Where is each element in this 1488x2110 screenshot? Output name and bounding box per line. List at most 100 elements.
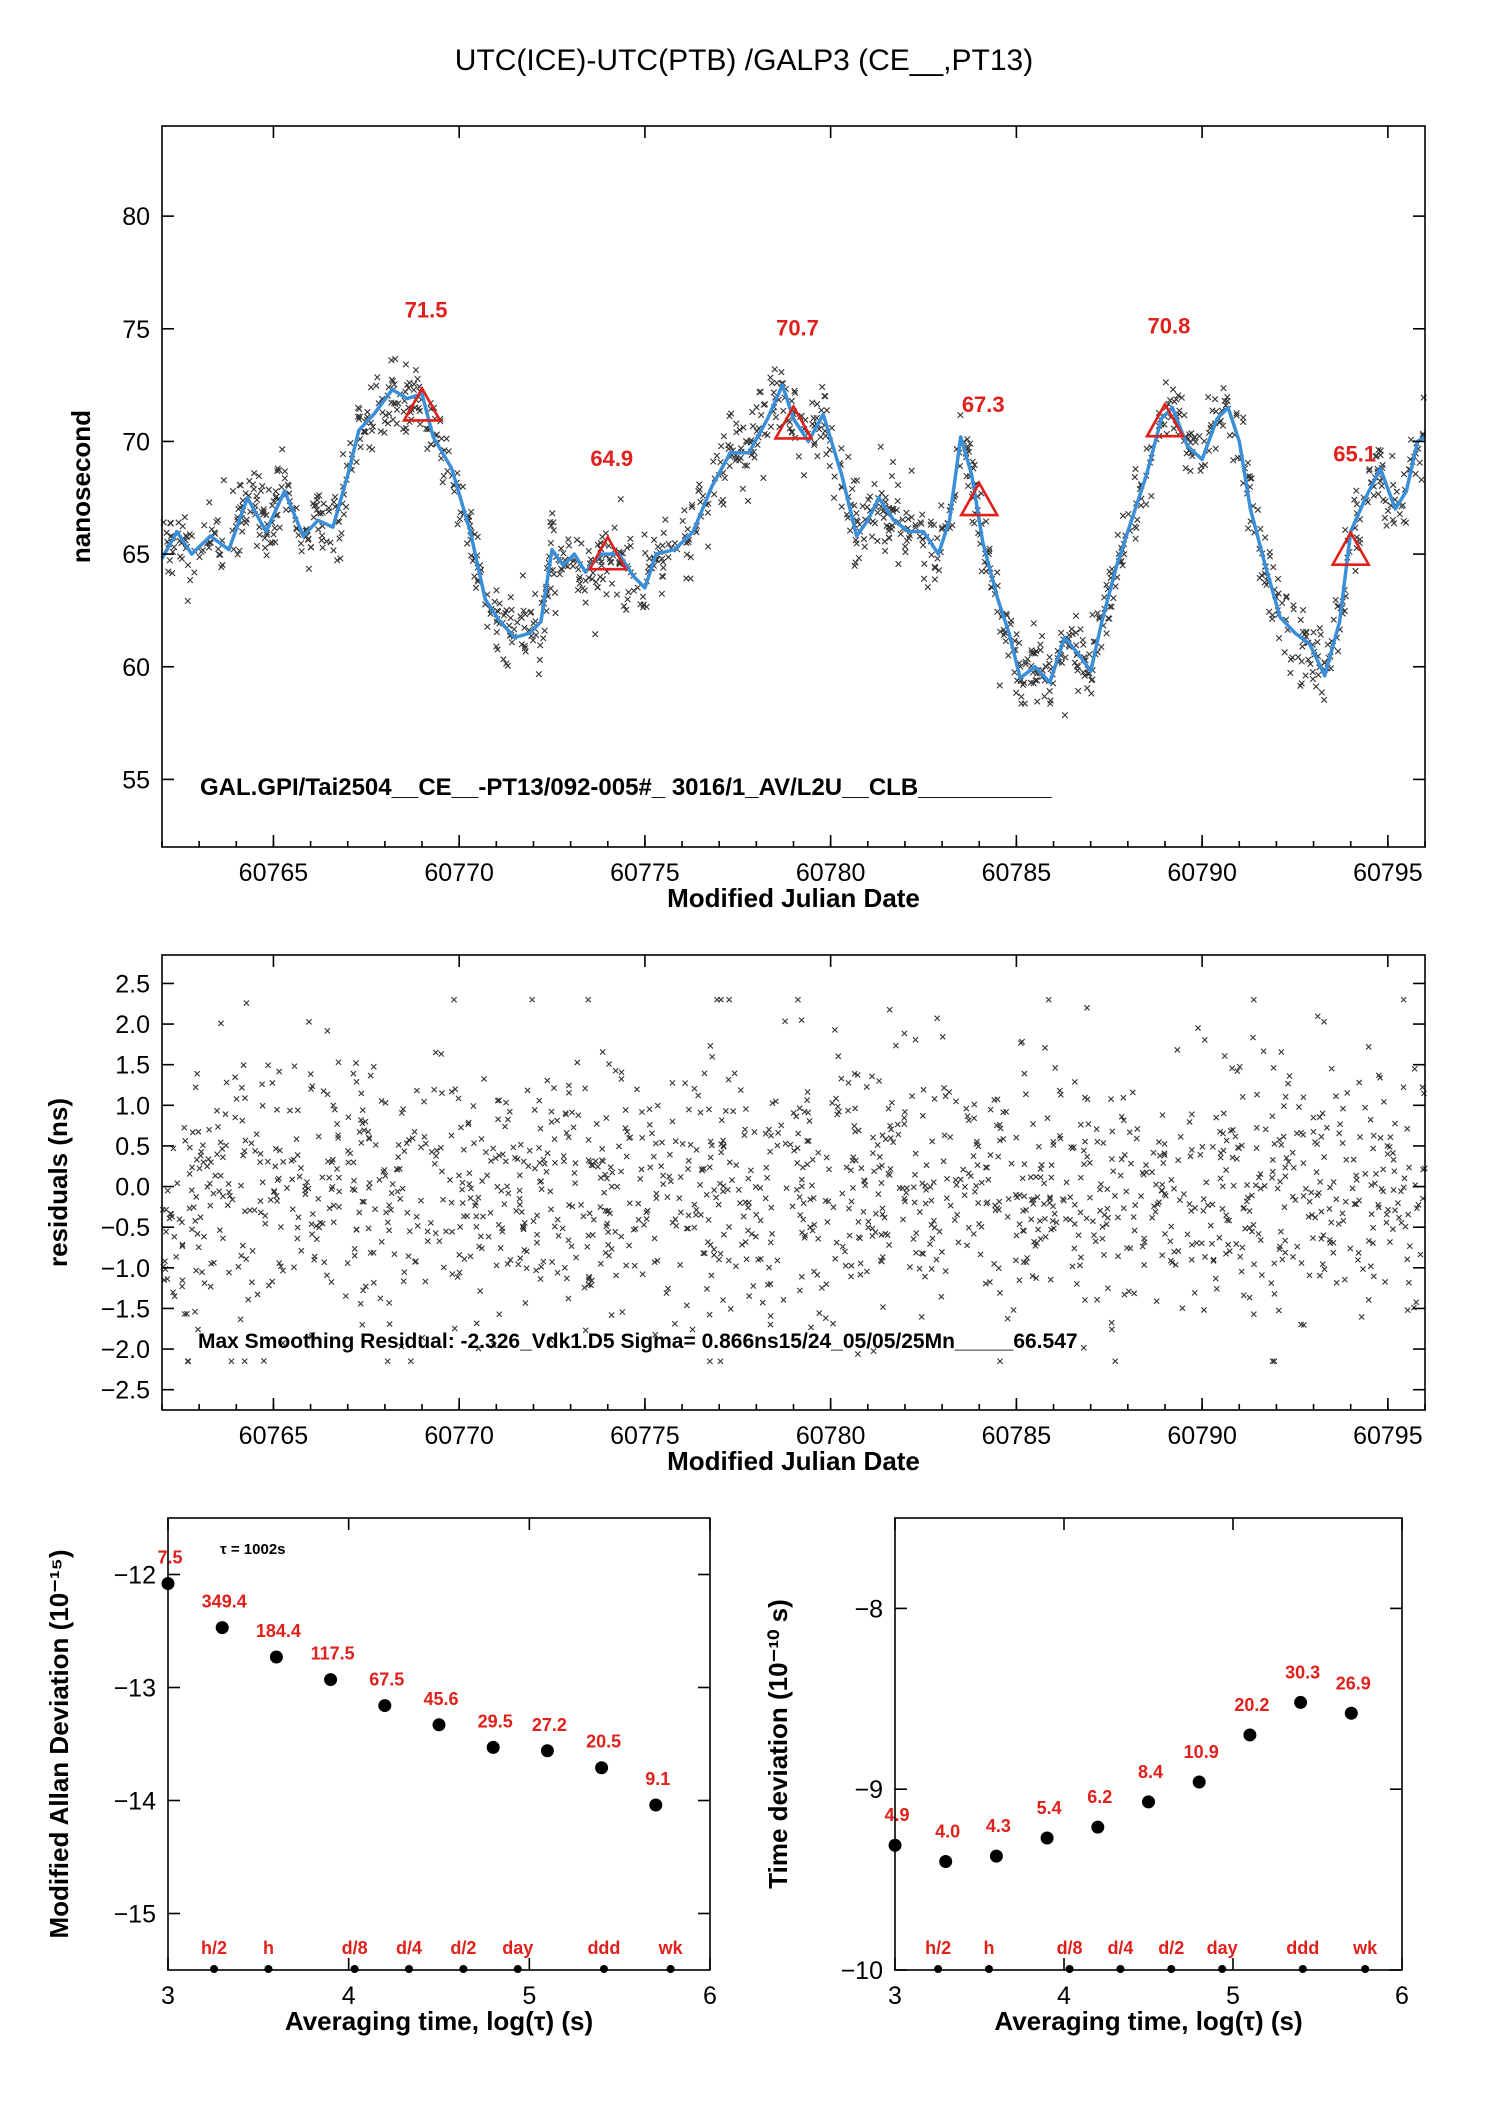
data-point — [703, 1191, 710, 1198]
data-point — [550, 519, 557, 526]
data-point — [438, 1051, 445, 1058]
data-point — [1290, 1253, 1297, 1260]
data-point — [409, 1135, 416, 1142]
data-point — [365, 1225, 372, 1232]
data-point — [373, 382, 380, 389]
data-point — [313, 1236, 320, 1243]
data-point — [833, 1095, 840, 1102]
data-point — [969, 518, 976, 525]
data-point — [457, 1124, 464, 1131]
data-point — [878, 1179, 885, 1186]
data-point — [1201, 461, 1209, 469]
data-point — [350, 1159, 357, 1166]
data-point — [798, 1176, 805, 1183]
data-point — [550, 1085, 557, 1092]
data-point — [448, 1088, 455, 1095]
deviation-point — [378, 1699, 392, 1713]
data-point — [1271, 1290, 1278, 1297]
data-point — [831, 473, 838, 480]
data-point — [163, 1206, 170, 1213]
data-point — [1370, 1224, 1377, 1231]
data-point — [1283, 1154, 1290, 1161]
data-point — [1236, 1063, 1243, 1070]
y-tick-label: 2.0 — [115, 1011, 150, 1039]
data-point — [1189, 1241, 1195, 1248]
data-point — [995, 1153, 1002, 1160]
data-point — [317, 510, 324, 517]
data-point — [384, 420, 392, 427]
data-point — [1372, 1180, 1378, 1187]
data-point — [1045, 996, 1052, 1003]
data-point — [838, 503, 845, 510]
data-point — [643, 603, 650, 611]
data-point — [978, 568, 985, 575]
data-point — [1369, 1240, 1376, 1247]
data-point — [370, 1279, 377, 1286]
data-point — [522, 1300, 529, 1306]
period-marker-label: d/4 — [396, 1938, 422, 1958]
data-point — [1040, 1201, 1047, 1208]
data-point — [1168, 1223, 1175, 1230]
data-point — [271, 524, 278, 532]
data-point — [708, 1272, 715, 1279]
data-point — [641, 531, 648, 538]
y-tick-label: −12 — [114, 1562, 156, 1590]
data-point — [1071, 1078, 1078, 1085]
data-point — [679, 517, 686, 525]
data-point — [1081, 1161, 1088, 1168]
data-point — [323, 538, 330, 545]
data-point — [532, 631, 540, 639]
data-point — [1030, 620, 1038, 627]
data-point — [1253, 1145, 1260, 1152]
residual-points — [159, 996, 1428, 1365]
data-point — [495, 1116, 502, 1123]
main-fit-curve — [160, 383, 1426, 685]
data-point — [1047, 1194, 1053, 1201]
data-point — [1266, 553, 1274, 560]
data-point — [274, 467, 281, 475]
data-point — [523, 1248, 530, 1255]
data-point — [1030, 1196, 1037, 1203]
data-point — [1071, 1245, 1078, 1252]
data-point — [326, 1174, 333, 1181]
data-point — [1013, 1232, 1020, 1239]
data-point — [1119, 562, 1126, 569]
data-point — [1077, 1254, 1084, 1261]
data-point — [886, 534, 893, 542]
data-point — [1283, 594, 1290, 601]
marker-value-label: 67.3 — [962, 392, 1005, 417]
data-point — [1223, 1137, 1230, 1144]
data-point — [1114, 531, 1121, 539]
data-point — [1292, 1197, 1299, 1204]
data-point — [874, 537, 881, 545]
data-point — [1370, 1132, 1377, 1139]
data-point — [1295, 653, 1302, 661]
data-point — [330, 498, 338, 506]
data-point — [1293, 1130, 1300, 1137]
data-point — [549, 566, 556, 574]
data-point — [1320, 696, 1328, 703]
data-point — [247, 1207, 254, 1214]
data-point — [1018, 693, 1025, 700]
data-point — [536, 1097, 543, 1104]
data-point — [888, 1126, 895, 1133]
data-point — [848, 1273, 855, 1280]
data-point — [919, 542, 927, 549]
data-point — [377, 428, 384, 435]
data-point — [1248, 475, 1255, 482]
data-point — [1330, 1179, 1337, 1185]
data-point — [241, 1358, 248, 1365]
data-point — [265, 1282, 272, 1289]
data-point — [1138, 1193, 1145, 1200]
data-point — [1171, 1185, 1177, 1192]
data-point — [1244, 525, 1252, 532]
data-point — [1094, 1138, 1101, 1145]
data-point — [1131, 1290, 1138, 1297]
data-point — [742, 1126, 749, 1133]
data-point — [625, 588, 632, 596]
data-point — [1075, 1232, 1082, 1239]
data-point — [1261, 579, 1268, 586]
data-point — [996, 1137, 1003, 1144]
data-point — [1219, 1183, 1226, 1190]
data-point — [1241, 1204, 1248, 1211]
